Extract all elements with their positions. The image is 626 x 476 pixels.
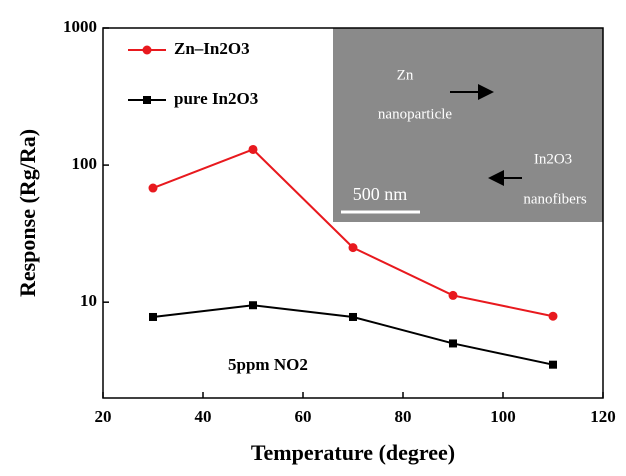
point <box>549 312 558 321</box>
point <box>249 145 258 154</box>
point <box>249 301 257 309</box>
inset-image: Zn nanoparticle In2O3 nanofibers 500 nm <box>333 28 603 222</box>
y-tick-label: 10 <box>80 291 97 310</box>
x-tick-label: 40 <box>195 407 212 426</box>
legend-label: Zn–In2O3 <box>174 39 250 58</box>
inset-label: Zn <box>397 67 414 83</box>
legend-marker <box>143 96 151 104</box>
inset-label: nanoparticle <box>378 106 452 122</box>
legend-marker <box>143 46 152 55</box>
inset-label: nanofibers <box>523 191 586 207</box>
x-tick-label: 120 <box>590 407 616 426</box>
point <box>149 184 158 193</box>
y-axis-label: Response (Rg/Ra) <box>15 129 40 297</box>
x-axis-label: Temperature (degree) <box>251 440 455 465</box>
inset-label: 500 nm <box>353 184 408 204</box>
x-tick-label: 20 <box>95 407 112 426</box>
point <box>349 313 357 321</box>
chart: Zn nanoparticle In2O3 nanofibers 500 nm 20 40… <box>0 0 626 476</box>
point <box>349 243 358 252</box>
x-tick-label: 60 <box>295 407 312 426</box>
annotation: 5ppm NO2 <box>228 355 308 374</box>
point <box>149 313 157 321</box>
x-tick-label: 80 <box>395 407 412 426</box>
x-tick-label: 100 <box>490 407 516 426</box>
point <box>449 291 458 300</box>
y-tick-label: 1000 <box>63 17 97 36</box>
point <box>449 339 457 347</box>
inset-label: In2O3 <box>534 151 572 167</box>
point <box>549 361 557 369</box>
legend-label: pure In2O3 <box>174 89 258 108</box>
y-tick-label: 100 <box>72 154 98 173</box>
